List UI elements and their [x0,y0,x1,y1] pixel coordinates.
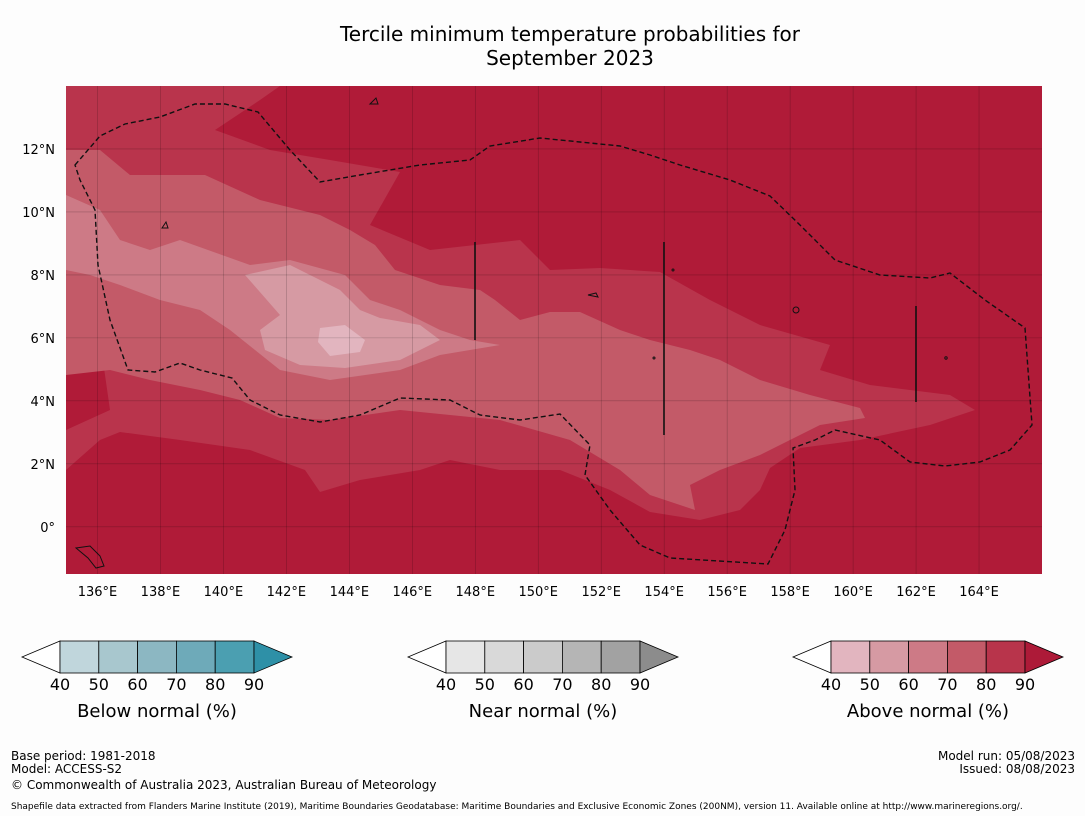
lon-tick-label: 142°E [267,585,307,600]
lon-tick-label: 158°E [770,585,810,600]
lon-tick-label: 152°E [581,585,621,600]
legends: 40 50 60 70 80 90 Below normal (%) 40 50 60 70 80 90… [20,640,1065,722]
legend-tick: 50 [860,675,880,694]
islands [74,97,948,569]
legend-swatch [175,640,216,674]
legend-label: Above normal (%) [847,701,1009,722]
lon-tick-label: 144°E [330,585,370,600]
lon-tick-label: 162°E [896,585,936,600]
title-line-2: September 2023 [486,46,654,70]
legend-tick: 60 [513,675,533,694]
contour-70 [66,150,865,510]
legend-tick: 40 [821,675,841,694]
legend-swatch [214,640,255,674]
title-line-1: Tercile minimum temperature probabilitie… [339,22,801,46]
model-run: Model run: 05/08/2023 [937,749,1075,763]
legend-tick: 40 [50,675,70,694]
legend-over-arrow [253,640,294,674]
lon-tick-label: 160°E [833,585,873,600]
legend-swatch [98,640,139,674]
contour-40 [318,325,365,356]
contour-50 [245,265,440,368]
legend-tick: 80 [976,675,996,694]
lon-tick-label: 146°E [393,585,433,600]
legend-swatch [484,640,524,674]
legend-over-arrow [639,640,680,674]
legend-swatch [59,640,100,674]
legend-1: 40 50 60 70 80 90 Below normal (%) [20,640,294,722]
chart-title: Tercile minimum temperature probabilitie… [0,22,1085,70]
legend-swatch [523,640,563,674]
legend-tick: 70 [552,675,572,694]
legend-tick: 50 [89,675,109,694]
legend-tick: 90 [630,675,650,694]
legend-swatch [985,640,1026,674]
legend-3: 40 50 60 70 80 90 Above normal (%) [791,640,1065,722]
legend-swatch [947,640,987,674]
base-period: Base period: 1981-2018 [11,749,156,763]
issued-date: Issued: 08/08/2023 [959,762,1075,776]
lon-tick-label: 140°E [204,585,244,600]
lat-tick-label: 6°N [31,332,56,347]
legend-swatch [137,640,177,674]
legend-tick: 40 [436,675,456,694]
legend-swatch [600,640,641,674]
lat-tick-label: 0° [40,521,55,536]
legend-swatch [908,640,948,674]
legend-under-arrow [406,640,447,674]
copyright: © Commonwealth of Australia 2023, Austra… [11,778,437,792]
lat-tick-label: 8°N [31,269,56,284]
legend-2: 40 50 60 70 80 90 Near normal (%) [406,640,680,722]
legend-tick: 60 [898,675,918,694]
legend-tick: 90 [244,675,264,694]
legend-tick: 80 [205,675,225,694]
legend-tick: 70 [937,675,957,694]
model-name: Model: ACCESS-S2 [11,762,123,776]
lat-tick-label: 2°N [31,458,56,473]
map-panel [66,86,1042,574]
eez-boundary [74,103,1033,565]
lat-tick-label: 12°N [22,143,55,158]
legend-tick: 90 [1015,675,1035,694]
lat-tick-label: 4°N [31,395,56,410]
lat-tick-label: 10°N [22,206,55,221]
lon-tick-label: 156°E [707,585,747,600]
legend-tick: 80 [591,675,611,694]
legend-under-arrow [20,640,61,674]
shapefile-note: Shapefile data extracted from Flanders M… [11,802,1023,812]
legend-over-arrow [1024,640,1065,674]
lon-tick-label: 154°E [644,585,684,600]
legend-label: Below normal (%) [77,701,237,722]
legend-swatch [445,640,486,674]
lon-tick-label: 136°E [78,585,118,600]
legend-tick: 60 [127,675,147,694]
boundary-lines [474,242,917,435]
legend-swatch [869,640,909,674]
lon-tick-label: 150°E [518,585,558,600]
legend-swatch [562,640,602,674]
lon-tick-label: 138°E [141,585,181,600]
legend-tick: 50 [475,675,495,694]
legend-label: Near normal (%) [469,701,618,722]
legend-swatch [830,640,871,674]
legend-under-arrow [791,640,832,674]
legend-tick: 70 [166,675,186,694]
axis-labels: 136°E 138°E 140°E 142°E 144°E 146°E 148°E 150°E… [22,143,999,600]
lon-tick-label: 164°E [959,585,999,600]
lon-tick-label: 148°E [456,585,496,600]
